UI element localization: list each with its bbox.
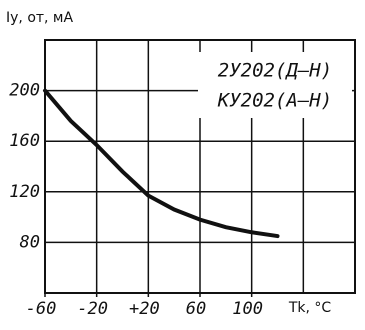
- x-tick-label: 100: [232, 299, 263, 319]
- annotation: КУ202(А–Н): [217, 90, 332, 112]
- x-tick-label: 60: [186, 299, 206, 319]
- annotation-bg: [198, 52, 352, 118]
- y-tick-label: 160: [9, 131, 40, 151]
- x-tick-label: -60: [26, 299, 57, 319]
- y-tick-label: 80: [20, 232, 40, 252]
- y-tick-label: 120: [9, 182, 40, 202]
- x-tick-label: -20: [77, 299, 108, 319]
- annotation: 2У202(Д–Н): [218, 60, 332, 82]
- y-axis-label: Iy, от, мА: [6, 10, 73, 26]
- x-axis-label: Tk, °C: [288, 300, 332, 316]
- x-tick-label: +20: [129, 299, 160, 319]
- series-line: [43, 88, 280, 239]
- y-tick-label: 200: [9, 81, 40, 101]
